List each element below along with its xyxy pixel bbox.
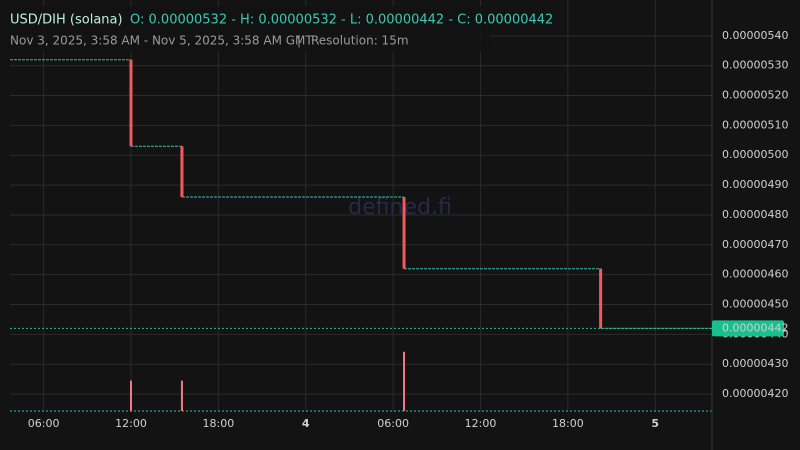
- watermark: defined.fi: [348, 195, 452, 220]
- y-tick-label: 0.00000490: [722, 178, 788, 191]
- volume-bar: [180, 380, 183, 411]
- x-tick-label: 4: [302, 417, 310, 430]
- y-tick-label: 0.00000430: [722, 357, 788, 370]
- x-tick-label: 12:00: [115, 417, 147, 430]
- x-tick-label: 18:00: [203, 417, 235, 430]
- x-tick-label: 5: [651, 417, 659, 430]
- x-tick-label: 06:00: [28, 417, 60, 430]
- volume-bar: [403, 351, 406, 411]
- ohlc-text: O: 0.00000532 - H: 0.00000532 - L: 0.000…: [130, 13, 553, 28]
- y-tick-label: 0.00000540: [722, 29, 788, 42]
- y-tick-label: 0.00000530: [722, 59, 788, 72]
- price-line: [10, 59, 713, 329]
- y-tick-label: 0.00000500: [722, 148, 788, 161]
- resolution-text: Resolution: 15m: [311, 34, 409, 48]
- x-tick-label: 18:00: [552, 417, 584, 430]
- separator: |: [297, 34, 301, 48]
- y-tick-label: 0.00000470: [722, 238, 788, 251]
- candle-body: [129, 59, 133, 147]
- last-price-label: 0.00000442: [722, 321, 788, 334]
- range-text: Nov 3, 2025, 3:58 AM - Nov 5, 2025, 3:58…: [10, 34, 313, 48]
- y-tick-label: 0.00000520: [722, 89, 788, 102]
- candle-body: [180, 146, 184, 198]
- x-tick-label: 12:00: [465, 417, 497, 430]
- candle-body: [402, 197, 406, 269]
- volume-bar: [129, 380, 132, 411]
- y-tick-label: 0.00000460: [722, 268, 788, 281]
- x-tick-label: 06:00: [377, 417, 409, 430]
- candle-body: [599, 268, 603, 329]
- y-tick-label: 0.00000510: [722, 118, 788, 131]
- y-tick-label: 0.00000450: [722, 298, 788, 311]
- y-tick-label: 0.00000420: [722, 387, 788, 400]
- last-price-box: [712, 320, 784, 337]
- pair-name: USD/DIH (solana): [10, 13, 123, 28]
- legend-backdrop: [0, 6, 490, 52]
- y-tick-label: 0.00000480: [722, 208, 788, 221]
